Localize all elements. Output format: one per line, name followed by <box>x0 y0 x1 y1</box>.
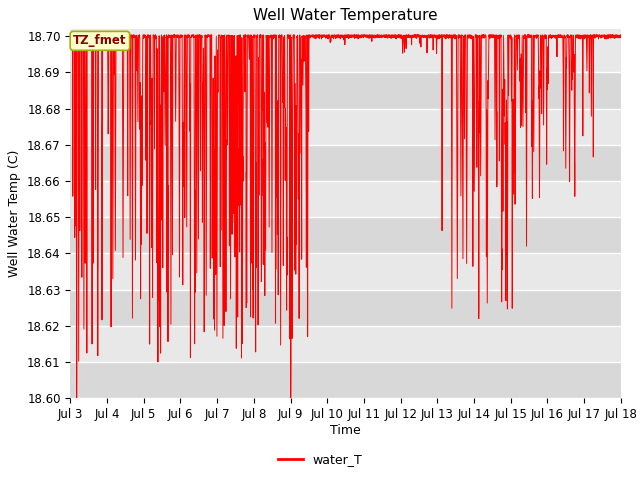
Y-axis label: Well Water Temp (C): Well Water Temp (C) <box>8 150 22 277</box>
Bar <box>70 253 621 290</box>
Text: TZ_fmet: TZ_fmet <box>73 35 127 48</box>
Bar <box>70 362 621 398</box>
X-axis label: Time: Time <box>330 424 361 437</box>
Bar <box>70 72 621 108</box>
Bar <box>70 108 621 145</box>
Bar <box>70 326 621 362</box>
Bar <box>70 36 621 72</box>
Bar <box>70 290 621 326</box>
Bar <box>70 145 621 181</box>
Title: Well Water Temperature: Well Water Temperature <box>253 9 438 24</box>
Bar <box>70 181 621 217</box>
Bar <box>70 217 621 253</box>
Legend: water_T: water_T <box>273 448 367 471</box>
